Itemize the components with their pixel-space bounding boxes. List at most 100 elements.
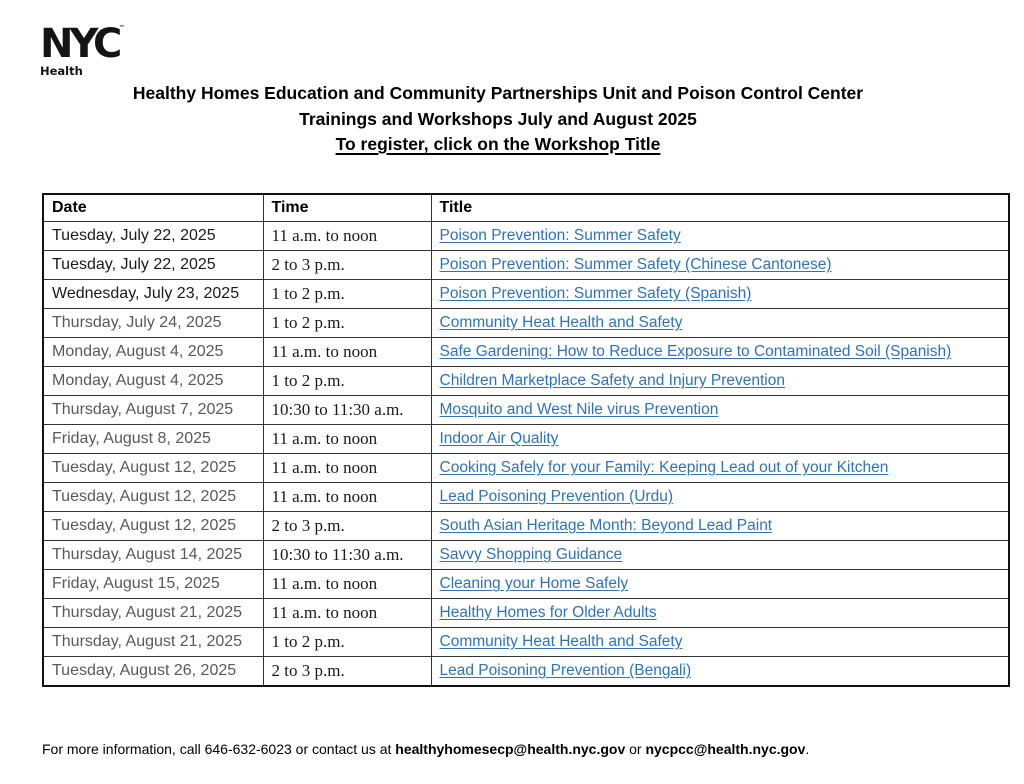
date-cell: Thursday, July 24, 2025	[42, 308, 264, 338]
time-cell: 11 a.m. to noon	[262, 424, 432, 454]
table-row: Wednesday, July 23, 2025 1 to 2 p.m. Poi…	[42, 279, 1010, 309]
workshop-link[interactable]: Lead Poisoning Prevention (Urdu)	[439, 488, 674, 505]
trademark-symbol: ™	[118, 24, 126, 32]
date-cell: Tuesday, July 22, 2025	[42, 250, 264, 280]
title-cell: South Asian Heritage Month: Beyond Lead …	[430, 511, 1010, 541]
workshop-link[interactable]: Savvy Shopping Guidance	[439, 546, 623, 563]
workshop-link[interactable]: Indoor Air Quality	[439, 430, 559, 447]
workshop-link[interactable]: Poison Prevention: Summer Safety (Spanis…	[439, 285, 752, 302]
date-cell: Wednesday, July 23, 2025	[42, 279, 264, 309]
time-cell: 10:30 to 11:30 a.m.	[262, 540, 432, 570]
date-cell: Tuesday, August 12, 2025	[42, 453, 264, 483]
time-cell: 1 to 2 p.m.	[262, 366, 432, 396]
date-cell: Tuesday, August 26, 2025	[42, 656, 264, 687]
workshop-link[interactable]: Cooking Safely for your Family: Keeping …	[439, 459, 889, 476]
nyc-logo-text: NYC	[40, 21, 122, 67]
date-cell: Monday, August 4, 2025	[42, 366, 264, 396]
table-row: Thursday, August 21, 2025 11 a.m. to noo…	[42, 598, 1010, 628]
footer-email-poisoncontrol: nycpcc@health.nyc.gov	[645, 741, 806, 757]
time-cell: 2 to 3 p.m.	[262, 250, 432, 280]
title-cell: Savvy Shopping Guidance	[430, 540, 1010, 570]
table-row: Friday, August 8, 2025 11 a.m. to noon I…	[42, 424, 1010, 454]
title-cell: Safe Gardening: How to Reduce Exposure t…	[430, 337, 1010, 367]
table-row: Thursday, July 24, 2025 1 to 2 p.m. Comm…	[42, 308, 1010, 338]
column-header-title: Title	[430, 193, 1010, 222]
workshop-link[interactable]: Poison Prevention: Summer Safety (Chines…	[439, 256, 832, 273]
title-cell: Poison Prevention: Summer Safety (Spanis…	[430, 279, 1010, 309]
header-title-line1: Healthy Homes Education and Community Pa…	[132, 83, 864, 103]
title-cell: Community Heat Health and Safety	[430, 627, 1010, 657]
table-row: Tuesday, August 12, 2025 2 to 3 p.m. Sou…	[42, 511, 1010, 541]
table-row: Tuesday, July 22, 2025 2 to 3 p.m. Poiso…	[42, 250, 1010, 280]
table-row: Thursday, August 7, 2025 10:30 to 11:30 …	[42, 395, 1010, 425]
column-header-time: Time	[262, 193, 432, 222]
title-cell: Lead Poisoning Prevention (Bengali)	[430, 656, 1010, 687]
date-cell: Tuesday, August 12, 2025	[42, 511, 264, 541]
workshop-link[interactable]: Lead Poisoning Prevention (Bengali)	[439, 662, 692, 679]
footer-contact-info: For more information, call 646-632-6023 …	[42, 741, 809, 757]
time-cell: 11 a.m. to noon	[262, 453, 432, 483]
time-cell: 1 to 2 p.m.	[262, 279, 432, 309]
title-cell: Poison Prevention: Summer Safety (Chines…	[430, 250, 1010, 280]
time-cell: 11 a.m. to noon	[262, 482, 432, 512]
title-cell: Poison Prevention: Summer Safety	[430, 221, 1010, 251]
title-cell: Community Heat Health and Safety	[430, 308, 1010, 338]
date-cell: Tuesday, July 22, 2025	[42, 221, 264, 251]
time-cell: 2 to 3 p.m.	[262, 511, 432, 541]
footer-text-suffix: .	[805, 741, 810, 757]
table-row: Thursday, August 14, 2025 10:30 to 11:30…	[42, 540, 1010, 570]
date-cell: Thursday, August 14, 2025	[42, 540, 264, 570]
time-cell: 11 a.m. to noon	[262, 337, 432, 367]
table-row: Monday, August 4, 2025 11 a.m. to noon S…	[42, 337, 1010, 367]
time-cell: 1 to 2 p.m.	[262, 308, 432, 338]
workshop-link[interactable]: Cleaning your Home Safely	[439, 575, 629, 592]
header-title-line2: Trainings and Workshops July and August …	[299, 108, 697, 129]
date-cell: Thursday, August 7, 2025	[42, 395, 264, 425]
table-header-row: Date Time Title	[42, 193, 1010, 222]
table-row: Tuesday, August 26, 2025 2 to 3 p.m. Lea…	[42, 656, 1010, 687]
title-cell: Cooking Safely for your Family: Keeping …	[430, 453, 1010, 483]
title-cell: Lead Poisoning Prevention (Urdu)	[430, 482, 1010, 512]
column-header-date: Date	[42, 193, 264, 222]
title-cell: Cleaning your Home Safely	[430, 569, 1010, 599]
workshop-link[interactable]: Community Heat Health and Safety	[439, 314, 683, 331]
time-cell: 11 a.m. to noon	[262, 221, 432, 251]
date-cell: Monday, August 4, 2025	[42, 337, 264, 367]
document-header: Healthy Homes Education and Community Pa…	[42, 81, 954, 158]
footer-text-separator: or	[625, 741, 646, 757]
table-row: Friday, August 15, 2025 11 a.m. to noon …	[42, 569, 1010, 599]
date-cell: Thursday, August 21, 2025	[42, 627, 264, 657]
date-cell: Tuesday, August 12, 2025	[42, 482, 264, 512]
header-register-instruction: To register, click on the Workshop Title	[335, 134, 661, 154]
table-row: Monday, August 4, 2025 1 to 2 p.m. Child…	[42, 366, 1010, 396]
time-cell: 11 a.m. to noon	[262, 569, 432, 599]
workshop-link[interactable]: Poison Prevention: Summer Safety	[439, 227, 681, 244]
workshop-link[interactable]: Mosquito and West Nile virus Prevention	[439, 401, 719, 418]
time-cell: 10:30 to 11:30 a.m.	[262, 395, 432, 425]
title-cell: Mosquito and West Nile virus Prevention	[430, 395, 1010, 425]
table-row: Thursday, August 21, 2025 1 to 2 p.m. Co…	[42, 627, 1010, 657]
table-row: Tuesday, July 22, 2025 11 a.m. to noon P…	[42, 221, 1010, 251]
date-cell: Thursday, August 21, 2025	[42, 598, 264, 628]
workshop-link[interactable]: Community Heat Health and Safety	[439, 633, 683, 650]
date-cell: Friday, August 15, 2025	[42, 569, 264, 599]
nyc-health-logo: NYC™ Health	[40, 24, 125, 78]
time-cell: 1 to 2 p.m.	[262, 627, 432, 657]
workshop-table-body: Tuesday, July 22, 2025 11 a.m. to noon P…	[42, 221, 1010, 687]
title-cell: Children Marketplace Safety and Injury P…	[430, 366, 1010, 396]
title-cell: Healthy Homes for Older Adults	[430, 598, 1010, 628]
workshop-link[interactable]: South Asian Heritage Month: Beyond Lead …	[439, 517, 773, 534]
workshop-schedule-table: Date Time Title Tuesday, July 22, 2025 1…	[42, 193, 1010, 687]
footer-text-prefix: For more information, call 646-632-6023 …	[42, 741, 396, 757]
table-row: Tuesday, August 12, 2025 11 a.m. to noon…	[42, 482, 1010, 512]
workshop-link[interactable]: Safe Gardening: How to Reduce Exposure t…	[439, 343, 952, 360]
workshop-link[interactable]: Healthy Homes for Older Adults	[439, 604, 657, 621]
time-cell: 2 to 3 p.m.	[262, 656, 432, 687]
table-row: Tuesday, August 12, 2025 11 a.m. to noon…	[42, 453, 1010, 483]
title-cell: Indoor Air Quality	[430, 424, 1010, 454]
time-cell: 11 a.m. to noon	[262, 598, 432, 628]
footer-email-healthyhomes: healthyhomesecp@health.nyc.gov	[395, 741, 626, 757]
date-cell: Friday, August 8, 2025	[42, 424, 264, 454]
health-logo-text: Health	[40, 64, 83, 78]
workshop-link[interactable]: Children Marketplace Safety and Injury P…	[439, 372, 786, 389]
